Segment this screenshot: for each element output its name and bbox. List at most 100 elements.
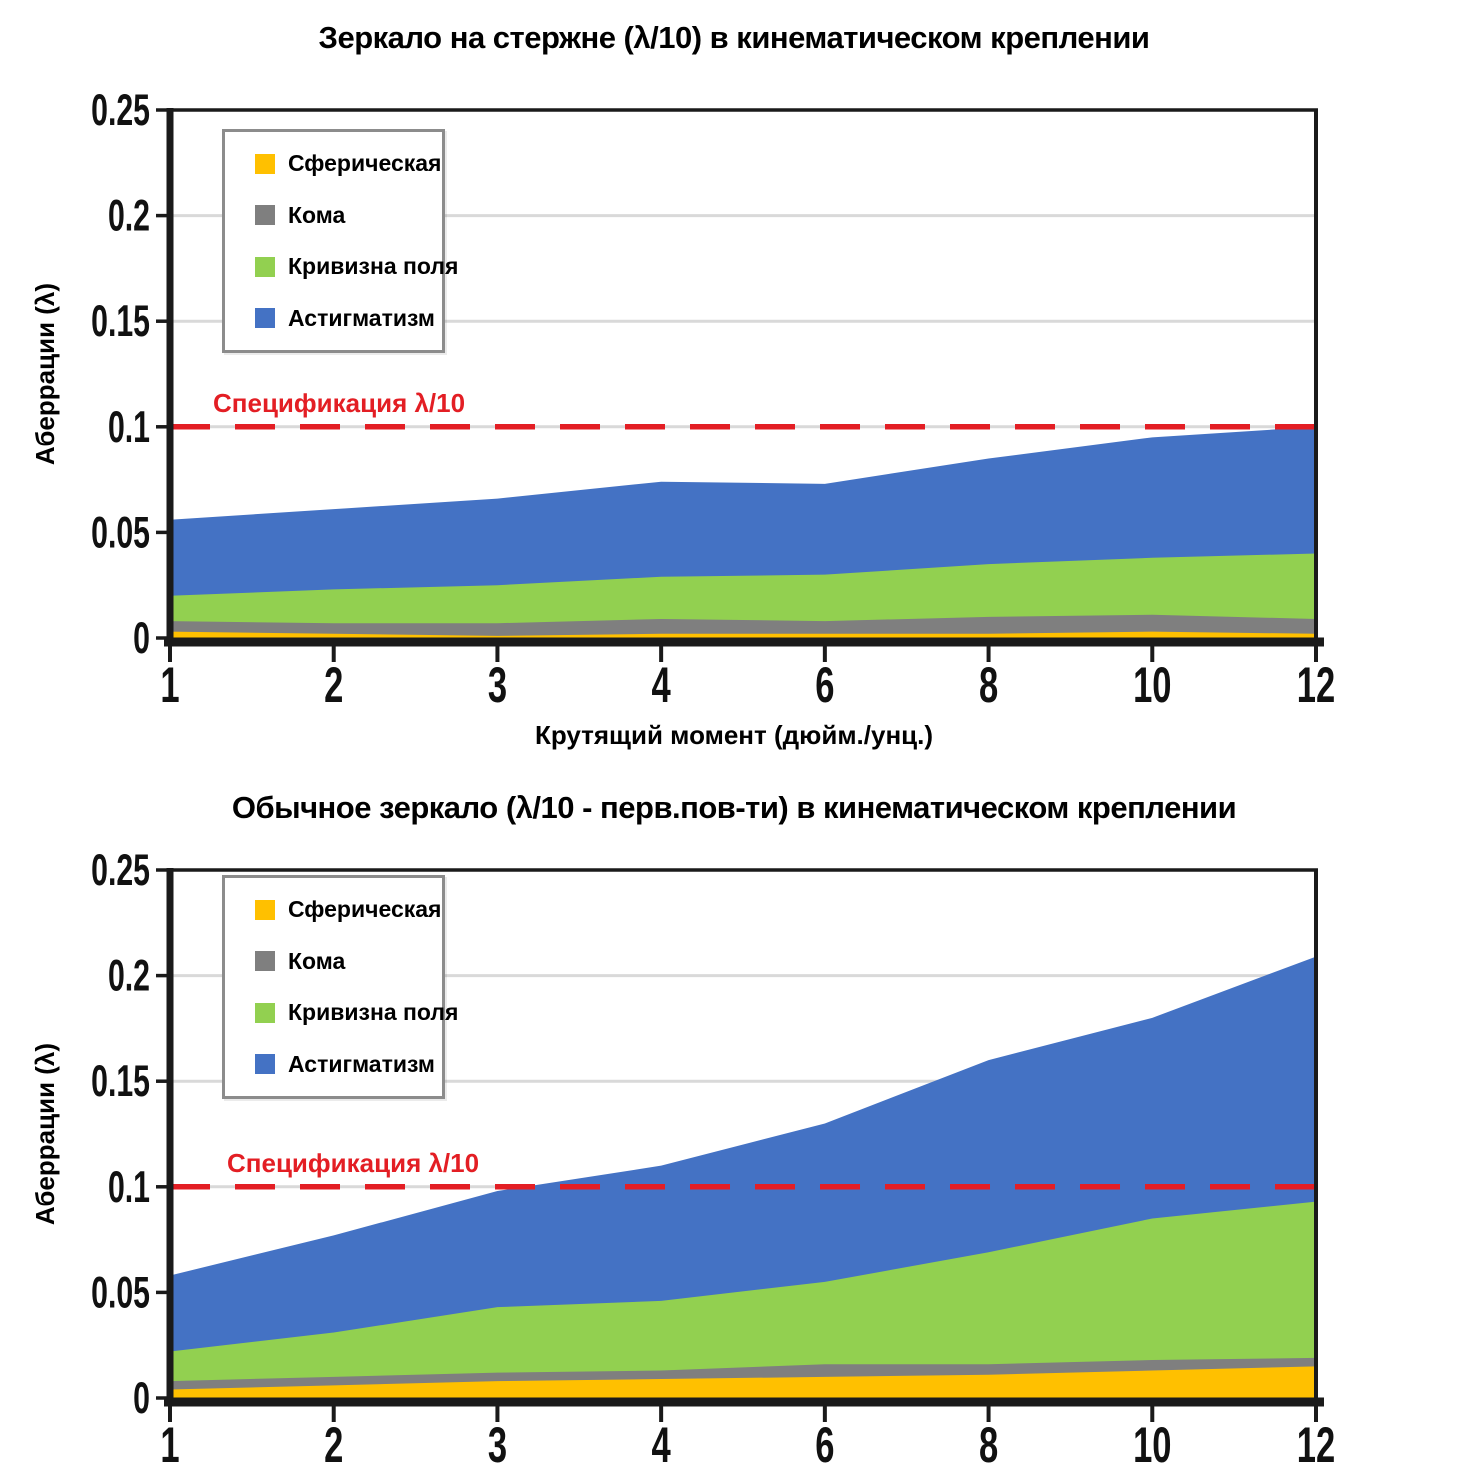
bottom-chart-legend: Сферическая Кома Кривизна поля Астигмати…	[222, 875, 458, 1099]
y-tick-label-text: 0.15	[91, 298, 150, 347]
y-tick-label: 0	[133, 1375, 150, 1424]
x-tick-label-text: 6	[815, 1418, 834, 1474]
y-tick-label-text: 0.25	[91, 847, 150, 896]
x-tick-label: 4	[652, 658, 671, 714]
y-tick-label: 0.25	[91, 847, 150, 896]
y-tick-label-text: 0	[133, 1375, 150, 1424]
x-tick-label: 4	[652, 1418, 671, 1474]
coma-swatch-icon	[255, 205, 275, 226]
x-tick-label-text: 10	[1133, 1418, 1171, 1474]
x-tick-label-text: 12	[1297, 658, 1335, 714]
x-tick-label: 3	[488, 1418, 507, 1474]
bottom-chart-spec-label: Спецификация λ/10	[227, 1148, 480, 1178]
y-tick-label-text: 0.1	[108, 1163, 150, 1212]
x-tick-labels: 1 2 3 4 6 8 10 12	[160, 1404, 1335, 1474]
legend-item-spherical: Сферическая	[255, 893, 442, 927]
top-chart-title: Зеркало на стержне (λ/10) в кинематическ…	[318, 20, 1150, 55]
y-tick-label: 0.1	[108, 1163, 150, 1212]
legend-label-spherical: Сферическая	[288, 896, 442, 923]
bottom-chart-title: Обычное зеркало (λ/10 - перв.пов-ти) в к…	[231, 790, 1237, 825]
top-chart-spec-label: Спецификация λ/10	[213, 388, 466, 418]
legend-item-spherical: Сферическая	[255, 147, 442, 181]
x-tick-label: 12	[1297, 658, 1335, 714]
x-tick-label-text: 1	[160, 658, 179, 714]
x-tick-label-text: 10	[1133, 658, 1171, 714]
legend-item-astigmatism: Астигматизм	[255, 1047, 442, 1081]
coma-swatch-icon	[255, 951, 275, 972]
y-tick-label-text: 0.2	[108, 952, 150, 1001]
legend-item-coma: Кома	[255, 198, 442, 232]
y-tick-labels: 0 0.05 0.1 0.15 0.2 0.25	[91, 847, 170, 1424]
spherical-swatch-icon	[255, 153, 275, 174]
y-tick-labels: 0 0.05 0.1 0.15 0.2 0.25	[91, 87, 170, 664]
area-spherical	[170, 1366, 1316, 1398]
bottom-chart-canvas: 00.050.10.150.20.251 2 3 4 6 8 10 12	[91, 847, 1335, 1474]
field-curvature-swatch-icon	[255, 1002, 275, 1023]
stacked-areas	[170, 426, 1316, 638]
y-tick-label-text: 0.15	[91, 1058, 150, 1107]
y-tick-label-text: 0.1	[108, 403, 150, 452]
x-tick-labels: 1 2 3 4 6 8 10 12	[160, 644, 1335, 714]
y-tick-label: 0.15	[91, 298, 150, 347]
x-tick-label: 3	[488, 658, 507, 714]
top-chart-y-axis-title: Аберрации (λ)	[30, 282, 60, 466]
x-tick-label-text: 4	[652, 658, 671, 714]
legend-item-field-curvature: Кривизна поля	[255, 996, 458, 1030]
legend-label-field-curvature: Кривизна поля	[288, 999, 459, 1026]
y-tick-label: 0.05	[91, 1269, 150, 1318]
x-tick-label: 2	[324, 1418, 343, 1474]
astigmatism-swatch-icon	[255, 1054, 275, 1075]
top-chart-legend: Сферическая Кома Кривизна поля Астигмати…	[222, 129, 458, 353]
y-tick-label: 0.2	[108, 952, 150, 1001]
axes	[164, 868, 1324, 1407]
y-tick-label-text: 0.2	[108, 192, 150, 241]
legend-label-coma: Кома	[288, 947, 346, 974]
x-tick-label-text: 12	[1297, 1418, 1335, 1474]
x-tick-label-text: 4	[652, 1418, 671, 1474]
y-tick-label-text: 0.05	[91, 509, 150, 558]
legend-item-coma: Кома	[255, 944, 442, 978]
y-tick-label-text: 0	[133, 615, 150, 664]
y-tick-label: 0.2	[108, 192, 150, 241]
x-tick-label: 2	[324, 658, 343, 714]
x-tick-label: 10	[1133, 1418, 1171, 1474]
y-tick-label-text: 0.25	[91, 87, 150, 136]
y-tick-label: 0	[133, 615, 150, 664]
field-curvature-swatch-icon	[255, 256, 275, 277]
legend-label-astigmatism: Астигматизм	[288, 304, 435, 331]
legend-label-field-curvature: Кривизна поля	[288, 253, 459, 280]
x-tick-label-text: 1	[160, 1418, 179, 1474]
legend-label-astigmatism: Астигматизм	[288, 1050, 435, 1077]
x-tick-label: 12	[1297, 1418, 1335, 1474]
x-tick-label: 6	[815, 1418, 834, 1474]
y-tick-label: 0.05	[91, 509, 150, 558]
y-tick-label-text: 0.05	[91, 1269, 150, 1318]
x-tick-label: 1	[160, 1418, 179, 1474]
bottom-chart-y-axis-title: Аберрации (λ)	[30, 1042, 60, 1226]
x-tick-label: 10	[1133, 658, 1171, 714]
legend-item-field-curvature: Кривизна поля	[255, 250, 458, 284]
x-tick-label: 1	[160, 658, 179, 714]
x-tick-label: 8	[979, 1418, 998, 1474]
x-tick-label: 6	[815, 658, 834, 714]
top-chart-x-axis-title: Крутящий момент (дюйм./унц.)	[534, 720, 934, 750]
x-tick-label-text: 2	[324, 658, 343, 714]
area-spherical	[170, 631, 1316, 638]
legend-label-spherical: Сферическая	[288, 150, 442, 177]
y-tick-label: 0.1	[108, 403, 150, 452]
x-tick-label-text: 3	[488, 1418, 507, 1474]
area-field-curvature	[170, 1201, 1316, 1398]
x-tick-label-text: 2	[324, 1418, 343, 1474]
stacked-areas	[170, 956, 1316, 1398]
legend-item-astigmatism: Астигматизм	[255, 301, 442, 335]
y-tick-label: 0.25	[91, 87, 150, 136]
axes	[164, 108, 1324, 647]
y-tick-label: 0.15	[91, 1058, 150, 1107]
x-tick-label-text: 8	[979, 1418, 998, 1474]
x-tick-label-text: 3	[488, 658, 507, 714]
x-tick-label-text: 8	[979, 658, 998, 714]
top-chart-canvas: 00.050.10.150.20.251 2 3 4 6 8 10 12	[91, 87, 1335, 714]
spherical-swatch-icon	[255, 899, 275, 920]
legend-label-coma: Кома	[288, 201, 346, 228]
